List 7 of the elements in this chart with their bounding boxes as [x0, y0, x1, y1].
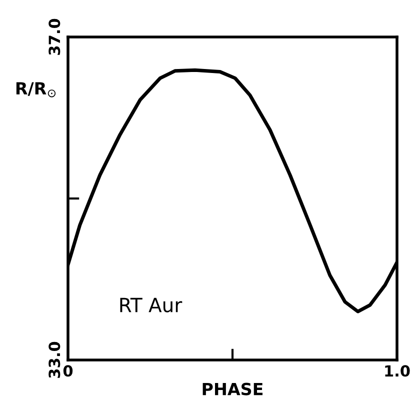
- annotation: RT Aur: [120, 298, 182, 312]
- y-tick-label: 37.0: [48, 18, 60, 55]
- x-axis-title: PHASE: [202, 382, 263, 396]
- y-tick-label: 33.0: [48, 342, 60, 378]
- y-axis-title: R/R$_{⊙}$: [16, 82, 56, 98]
- x-tick-label: 0: [63, 365, 73, 377]
- x-tick-label: 1.0: [385, 365, 410, 377]
